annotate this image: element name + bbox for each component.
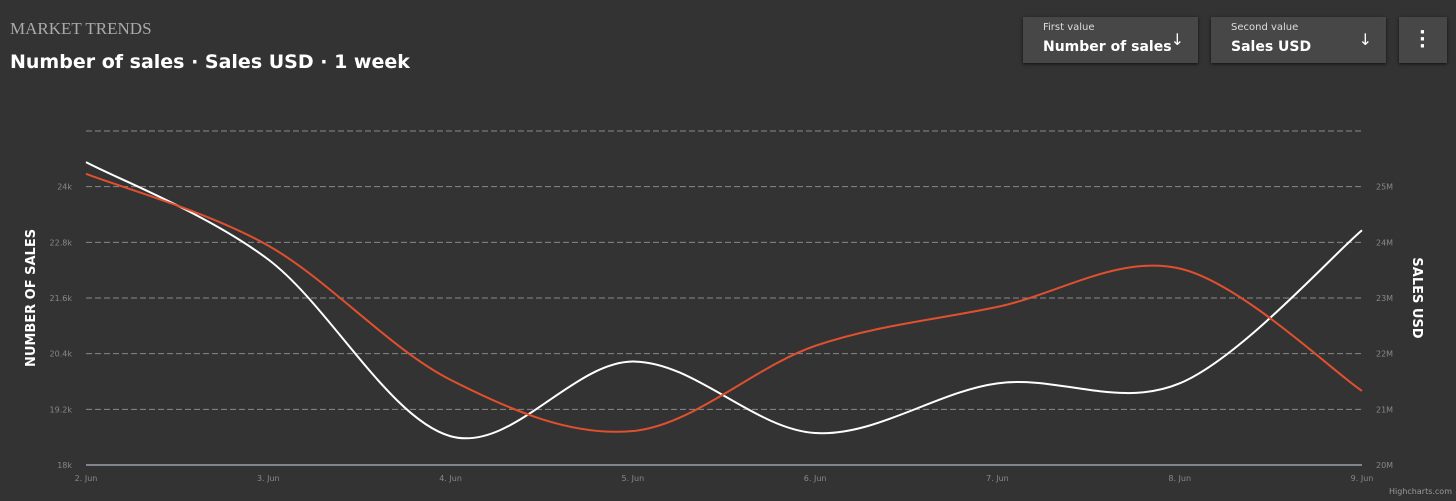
y-tick-label: 21.6k [50, 294, 73, 303]
y2-tick-label: 21M [1376, 405, 1393, 414]
y2-tick-label: 20M [1376, 461, 1393, 470]
y-tick-label: 22.8k [50, 238, 73, 247]
y2-tick-label: 23M [1376, 294, 1393, 303]
y2-tick-label: 24M [1376, 238, 1393, 247]
y-axis-title: NUMBER OF SALES [24, 229, 39, 367]
first-value-dropdown[interactable]: First value Number of sales ↓ [1023, 17, 1198, 63]
x-tick-label: 5. Jun [622, 474, 645, 483]
dropdown-label: First value [1043, 22, 1095, 33]
y-tick-label: 19.2k [50, 405, 73, 414]
x-tick-label: 3. Jun [257, 474, 280, 483]
dropdown-value: Number of sales [1043, 39, 1172, 55]
x-tick-label: 2. Jun [75, 474, 98, 483]
x-tick-label: 9. Jun [1351, 474, 1374, 483]
dropdown-label: Second value [1231, 22, 1299, 33]
series-line [85, 161, 1363, 440]
menu-icon: · · · [1419, 22, 1426, 57]
y-tick-label: 18k [57, 461, 72, 470]
credits: Highcharts.com [1389, 487, 1452, 496]
title: Number of sales · Sales USD · 1 week [10, 51, 410, 73]
y2-tick-label: 25M [1376, 183, 1393, 192]
x-tick-label: 4. Jun [439, 474, 462, 483]
x-tick-label: 6. Jun [804, 474, 827, 483]
dropdown-value: Sales USD [1231, 39, 1312, 55]
x-tick-label: 7. Jun [986, 474, 1009, 483]
arrow-icon: ↓ [1170, 30, 1184, 49]
y2-axis-title: SALES USD [1409, 257, 1424, 338]
y2-tick-label: 22M [1376, 350, 1393, 359]
x-tick-label: 8. Jun [1168, 474, 1191, 483]
arrow-icon: ↓ [1358, 30, 1372, 49]
kicker: MARKET TRENDS [10, 19, 152, 38]
y-tick-label: 20.4k [50, 350, 73, 359]
second-value-dropdown[interactable]: Second value Sales USD ↓ [1211, 17, 1386, 63]
series-line [85, 172, 1363, 433]
y-tick-label: 24k [57, 183, 72, 192]
menu-button[interactable]: · · · [1399, 17, 1447, 63]
